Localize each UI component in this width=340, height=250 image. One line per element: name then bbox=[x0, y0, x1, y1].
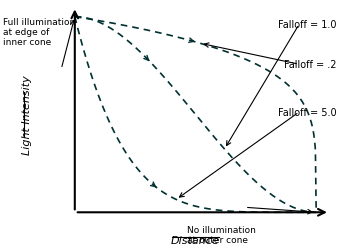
Text: Falloff = .2: Falloff = .2 bbox=[284, 60, 337, 70]
Text: Distance: Distance bbox=[171, 235, 220, 245]
Text: No illumination
at outer cone: No illumination at outer cone bbox=[187, 225, 256, 244]
Text: Full illumination
at edge of
inner cone: Full illumination at edge of inner cone bbox=[3, 18, 75, 47]
Text: Falloff = 5.0: Falloff = 5.0 bbox=[278, 108, 337, 118]
Text: Light Intensity: Light Intensity bbox=[22, 75, 32, 155]
Text: Falloff = 1.0: Falloff = 1.0 bbox=[278, 20, 337, 30]
